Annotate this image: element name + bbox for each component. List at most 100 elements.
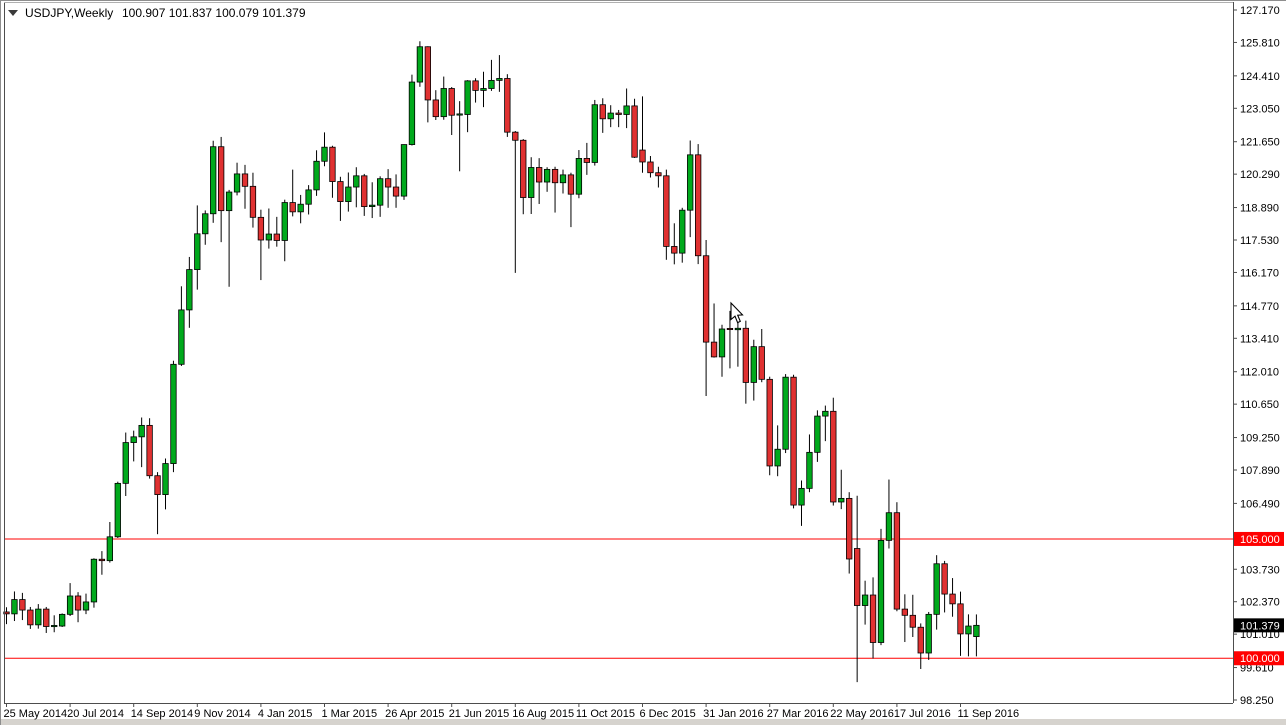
candle-body [114, 482, 121, 538]
candle-body [440, 88, 447, 118]
date-tick-label: 20 Jul 2014 [67, 708, 124, 720]
candle-body [43, 608, 50, 627]
candle-body [130, 436, 137, 443]
candle-body [162, 463, 169, 495]
candle-body [671, 246, 678, 254]
price-tick-label: 124.410 [1240, 71, 1280, 83]
price-tick-label: 106.490 [1240, 498, 1280, 510]
candle-body [11, 599, 18, 615]
candle-body [551, 168, 559, 184]
candle-body [345, 186, 352, 202]
candle-body [877, 539, 885, 643]
candle-body [965, 625, 972, 635]
candle-body [178, 309, 185, 365]
candle-body [400, 144, 408, 197]
level-price-label-bg [1234, 531, 1284, 546]
price-tick-label: 125.810 [1240, 37, 1280, 49]
candle-body [695, 154, 702, 257]
price-tick-label: 114.770 [1240, 301, 1279, 313]
candle-body [917, 626, 924, 654]
candle-body [361, 175, 368, 207]
price-tick-label: 116.170 [1240, 267, 1279, 279]
candle-body [782, 376, 789, 450]
date-tick-label: 17 Jul 2016 [894, 708, 951, 720]
candle-body [869, 594, 877, 643]
candle-body [679, 209, 686, 254]
candle-body [758, 346, 765, 380]
candle-body [138, 424, 145, 438]
candle-body [353, 175, 360, 188]
candle-body [384, 178, 392, 188]
symbol-dropdown-icon[interactable] [8, 10, 18, 16]
price-tick-label: 110.650 [1240, 399, 1279, 411]
candle-body [710, 341, 718, 358]
candle-body [583, 158, 590, 163]
candle-body [19, 599, 26, 611]
candle-body [893, 512, 901, 610]
candle-body [909, 614, 916, 628]
price-tick-label: 123.050 [1240, 103, 1280, 115]
price-tick-label: 112.010 [1240, 367, 1279, 379]
level-price-label-bg [1234, 651, 1284, 666]
time-axis[interactable]: 25 May 2014 20 Jul 2014 14 Sep 2014 9 Nov 2… [4, 703, 1020, 720]
price-axis[interactable]: 127.170 125.810 124.410 123.050 121.650 120.2… [1233, 5, 1284, 707]
candle-body [925, 613, 932, 654]
candle-body [496, 78, 503, 81]
candle-body [655, 172, 662, 177]
candle-body [591, 104, 598, 163]
candle-body [408, 81, 416, 145]
symbol-timeframe-label: USDJPY,Weekly [25, 6, 113, 20]
candle-body [528, 167, 535, 198]
candle-body [488, 79, 495, 89]
date-tick-label: 6 Dec 2015 [640, 708, 696, 720]
date-tick-label: 4 Jan 2015 [258, 708, 312, 720]
candle-body [321, 146, 328, 162]
date-tick-label: 26 Apr 2015 [385, 708, 444, 720]
price-tick-label: 117.530 [1240, 235, 1279, 247]
candle-body [639, 149, 646, 163]
candle-body [941, 563, 948, 595]
candle-body [456, 113, 463, 116]
candle-body [472, 80, 479, 91]
candle-body [376, 178, 384, 206]
candle-body [973, 624, 980, 638]
candle-body [313, 160, 320, 191]
candle-body [933, 563, 940, 615]
price-tick-label: 98.250 [1240, 695, 1274, 707]
candle-body [257, 216, 265, 241]
candle-body [297, 203, 304, 213]
candle-body [35, 608, 42, 626]
candle-body [27, 609, 34, 626]
price-tick-label: 118.890 [1240, 203, 1279, 215]
date-tick-label: 9 Nov 2014 [194, 708, 250, 720]
candle-body [559, 174, 567, 184]
candle-body [90, 558, 98, 603]
bottom-strip [0, 719, 1286, 725]
candle-body [567, 174, 575, 195]
candle-body [329, 146, 336, 182]
candle-body [718, 328, 726, 358]
candle-body [742, 327, 749, 383]
candle-body [106, 536, 113, 562]
candle-body [202, 213, 209, 235]
horizontal-level-lines[interactable] [4, 538, 1233, 659]
current-price-label: 101.379 [1240, 620, 1280, 632]
candle-body [194, 233, 201, 270]
level-price-label: 105.000 [1240, 534, 1280, 546]
candle-body [59, 613, 66, 627]
date-tick-label: 11 Sep 2016 [958, 708, 1020, 720]
date-tick-label: 22 May 2016 [830, 708, 894, 720]
candle-body [225, 191, 233, 212]
chart-title-overlay: USDJPY,Weekly 100.907 101.837 100.079 10… [8, 6, 306, 20]
price-tick-label: 121.650 [1240, 137, 1280, 149]
candle-body [273, 233, 280, 241]
date-tick-label: 31 Jan 2016 [703, 708, 764, 720]
price-tick-label: 113.410 [1240, 333, 1279, 345]
candle-body [369, 204, 376, 207]
candle-body [82, 601, 90, 611]
candle-body [814, 415, 821, 453]
candle-body [957, 603, 964, 635]
candle-body [536, 167, 543, 183]
candle-body [623, 105, 630, 115]
